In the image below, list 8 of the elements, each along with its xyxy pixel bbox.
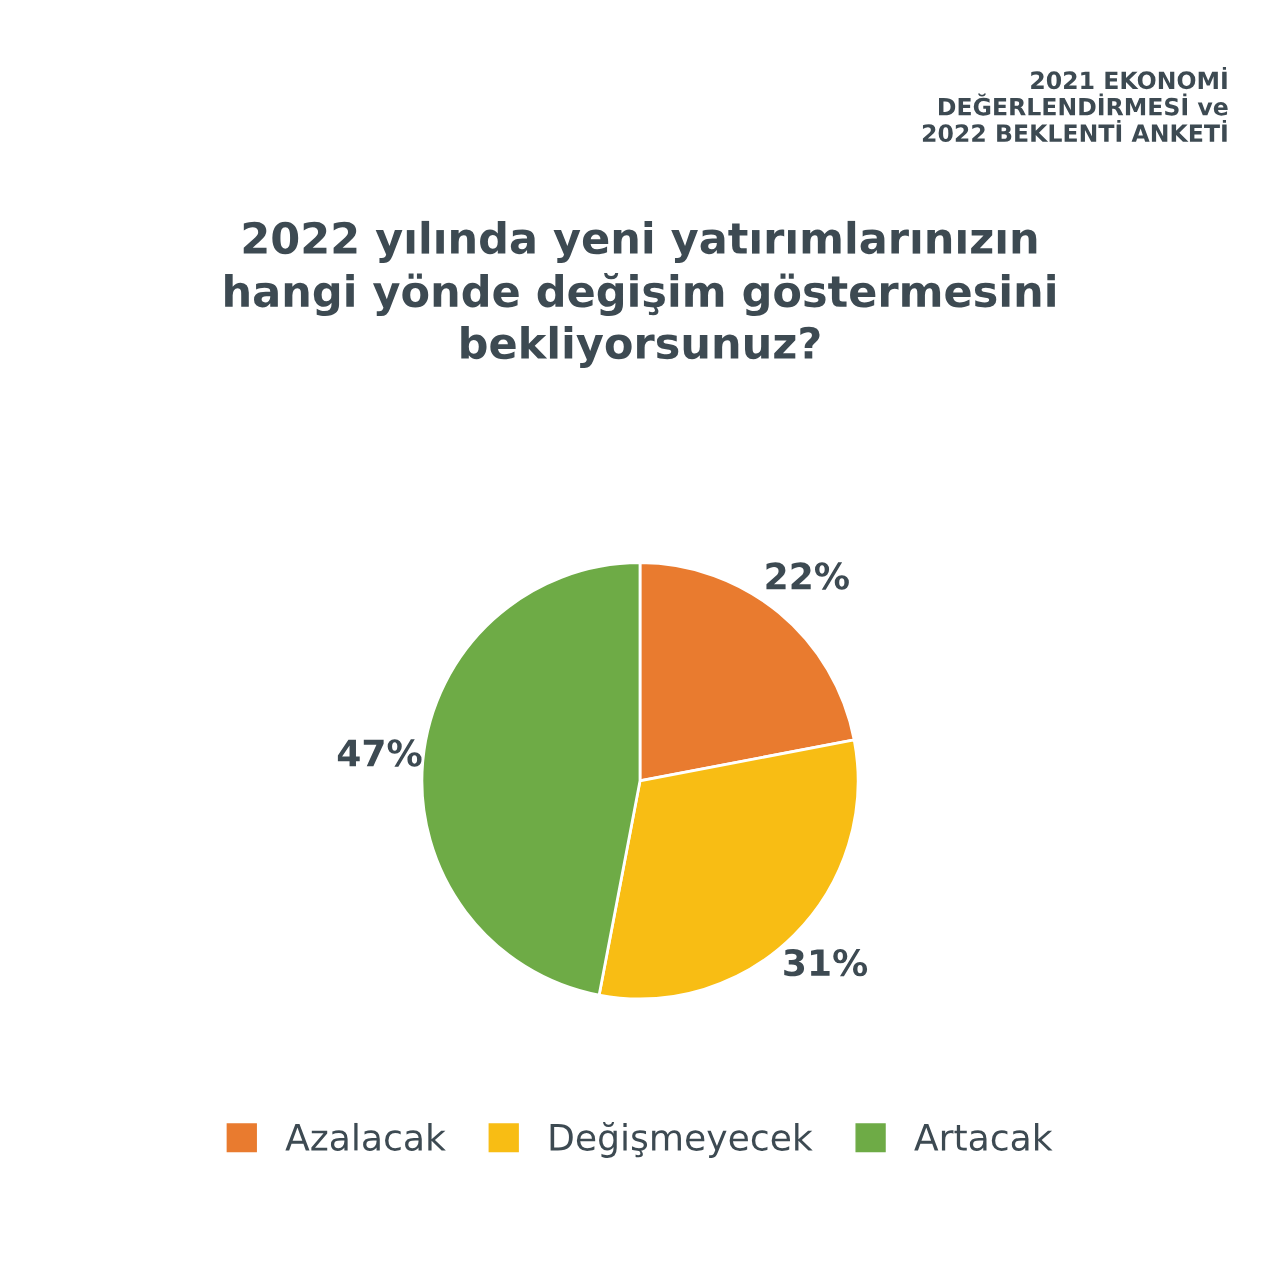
legend-label: Azalacak [285,1122,446,1151]
legend-label: Artacak [914,1122,1053,1151]
legend-label: Değişmeyecek [550,1122,813,1158]
data-label: 47% [337,739,422,767]
chart-title: 2022 yılında yeni yatırımlarınızın hangi yönde değişim göstermesini bekliyorsunuz? [225,220,1055,368]
data-label: 31% [784,949,868,977]
data-label: 22% [766,562,849,590]
chart-subtitle: 2021 EKONOMİ DEĞERLENDİRMESİ ve 2022 BEKLENTİ ANKETİ [922,67,1228,143]
